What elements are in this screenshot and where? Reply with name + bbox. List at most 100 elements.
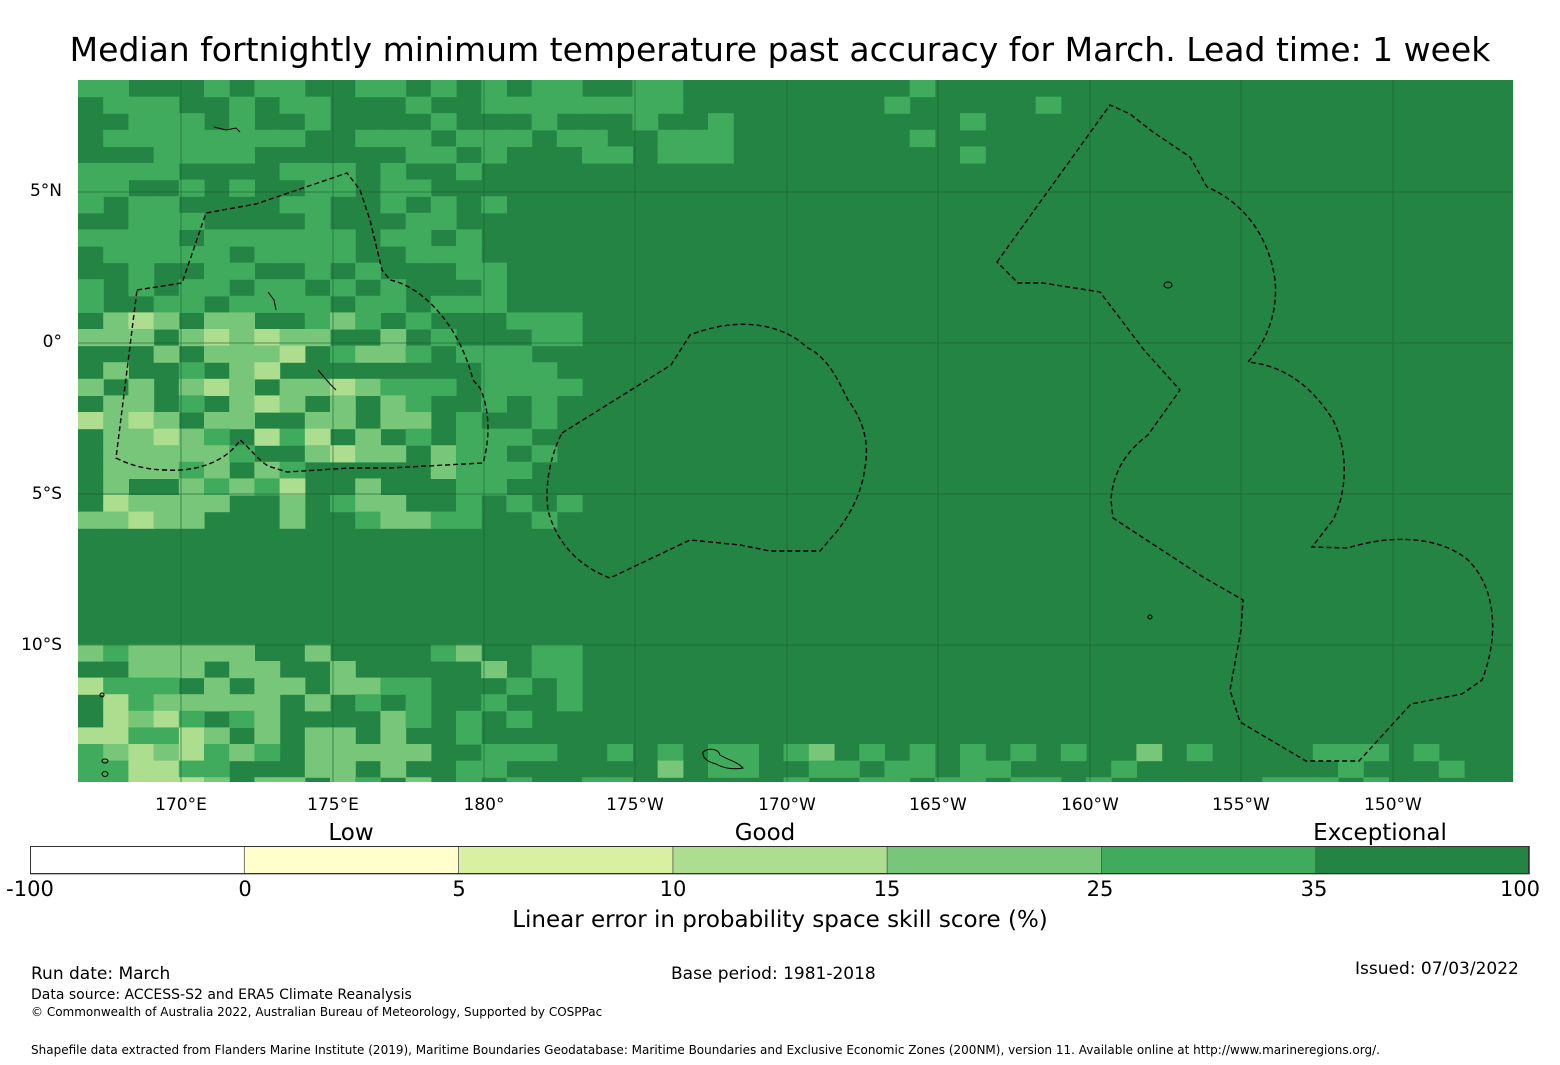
skill-cell	[582, 777, 608, 795]
skill-cell	[128, 677, 155, 695]
lon-label-160w: 160°W	[1061, 795, 1119, 815]
skill-cell	[380, 295, 407, 313]
skill-cell	[380, 196, 407, 214]
skill-cell	[884, 96, 911, 114]
skill-cell	[204, 461, 230, 479]
skill-cell	[1111, 760, 1137, 778]
skill-cell	[279, 478, 306, 496]
skill-cell	[254, 345, 281, 363]
colorbar-tick: 25	[1086, 877, 1114, 901]
skill-cell	[304, 113, 331, 131]
skill-cell	[330, 312, 356, 330]
skill-cell	[304, 229, 331, 247]
skill-cell	[103, 727, 129, 745]
skill-cell	[607, 744, 633, 762]
skill-cell	[279, 129, 306, 147]
skill-cell	[153, 96, 180, 114]
skill-cell	[78, 196, 104, 214]
skill-cell	[229, 146, 255, 164]
skill-cell	[380, 279, 407, 297]
skill-cell	[178, 362, 205, 380]
skill-cell	[430, 511, 457, 529]
colorbar-segment	[30, 846, 246, 875]
skill-cell	[103, 80, 129, 98]
skill-cell	[103, 744, 129, 762]
skill-cell	[1262, 777, 1289, 795]
skill-cell	[254, 279, 281, 297]
skill-cell	[1136, 744, 1163, 762]
skill-cell	[229, 295, 255, 313]
run-date: Run date: March	[31, 964, 171, 984]
skill-cell	[380, 710, 407, 728]
skill-cell	[103, 495, 129, 513]
colorbar-segment	[886, 846, 1103, 875]
skill-cell	[304, 445, 331, 463]
skill-cell	[279, 428, 306, 446]
skill-cell	[582, 129, 608, 147]
skill-cell	[128, 279, 155, 297]
skill-cell	[279, 196, 306, 214]
skill-cell	[531, 113, 558, 131]
skill-cell	[355, 80, 381, 98]
skill-cell	[657, 744, 684, 762]
skill-cell	[330, 179, 356, 197]
skill-cell	[481, 295, 507, 313]
skill-cell	[178, 511, 205, 529]
skill-cell	[834, 760, 860, 778]
skill-cell	[556, 329, 583, 347]
skill-cell	[380, 163, 407, 181]
skill-cell	[304, 694, 331, 712]
skill-cell	[103, 478, 129, 496]
skill-cell	[405, 378, 432, 396]
skill-cell	[330, 661, 356, 679]
skill-cell	[279, 677, 306, 695]
skill-cell	[229, 661, 255, 679]
skill-cell	[531, 378, 558, 396]
skill-cell	[405, 395, 432, 413]
skill-cell	[481, 345, 507, 363]
skill-cell	[405, 428, 432, 446]
skill-cell	[153, 212, 180, 230]
skill-cell	[254, 329, 281, 347]
skill-cell	[405, 96, 432, 114]
skill-cell	[481, 378, 507, 396]
skill-cell	[481, 461, 507, 479]
skill-cell	[178, 295, 205, 313]
skill-cell	[355, 744, 381, 762]
skill-cell	[330, 677, 356, 695]
skill-cell	[103, 246, 129, 264]
skill-cell	[1338, 760, 1364, 778]
skill-cell	[78, 777, 104, 795]
skill-cell	[708, 760, 734, 778]
skill-cell	[481, 362, 507, 380]
skill-cell	[481, 262, 507, 280]
skill-cell	[128, 329, 155, 347]
skill-cell	[153, 246, 180, 264]
colorbar-segment	[672, 846, 889, 875]
skill-cell	[153, 129, 180, 147]
skill-cell	[229, 478, 255, 496]
skill-cell	[380, 129, 407, 147]
skill-cell	[103, 511, 129, 529]
skill-cell	[456, 727, 482, 745]
skill-cell	[178, 461, 205, 479]
skill-cell	[859, 744, 885, 762]
skill-cell	[78, 80, 104, 98]
skill-cell	[405, 345, 432, 363]
colorbar-segment	[243, 846, 460, 875]
skill-cell	[229, 96, 255, 114]
skill-cell	[128, 262, 155, 280]
skill-cell	[304, 378, 331, 396]
eez-tuvalu	[115, 172, 489, 473]
skill-cell	[304, 163, 331, 181]
skill-cell	[456, 478, 482, 496]
skill-cell	[456, 445, 482, 463]
skill-cell	[506, 129, 533, 147]
lon-label-175e: 175°E	[307, 795, 359, 815]
skill-cell	[229, 694, 255, 712]
skill-cell	[1035, 96, 1062, 114]
skill-cell	[153, 727, 180, 745]
skill-cell	[456, 163, 482, 181]
skill-cell	[733, 744, 759, 762]
skill-cell	[204, 495, 230, 513]
